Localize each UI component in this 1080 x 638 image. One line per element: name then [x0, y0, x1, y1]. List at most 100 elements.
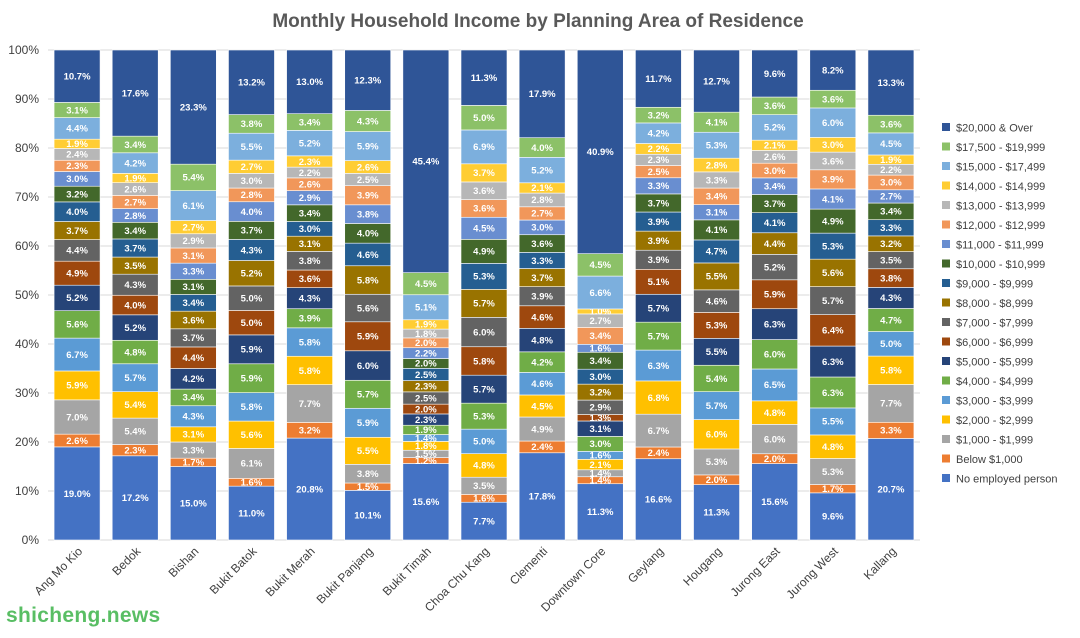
bar-segment [53, 337, 101, 372]
data-label: 3.2% [299, 426, 321, 437]
bar-segment [402, 49, 450, 273]
data-label: 4.5% [589, 260, 611, 271]
data-label: 1.5% [415, 449, 437, 460]
data-label: 3.4% [589, 356, 611, 367]
data-label: 5.7% [357, 390, 379, 401]
data-label: 4.0% [66, 207, 88, 218]
legend-label: $1,000 - $1,999 [956, 435, 1033, 447]
data-label: 4.2% [531, 357, 553, 368]
data-label: 2.3% [66, 161, 88, 172]
data-label: 3.6% [299, 274, 321, 285]
data-label: 6.3% [648, 361, 670, 372]
bar-segment [809, 458, 857, 485]
bar-segment [286, 384, 333, 423]
bar-segment [460, 263, 508, 290]
data-label: 10.1% [354, 510, 381, 521]
data-label: 6.5% [764, 380, 786, 391]
bar-segment [228, 448, 275, 479]
bar-segment [751, 424, 798, 455]
data-label: 4.5% [415, 279, 437, 290]
bar-segment [635, 321, 682, 351]
data-label: 1.6% [241, 478, 263, 489]
data-label: 3.3% [648, 181, 670, 192]
data-label: 1.8% [415, 441, 437, 452]
data-label: 15.6% [761, 497, 788, 508]
bar-segment [809, 258, 857, 287]
bar-segment [867, 331, 915, 357]
bar-segment [751, 279, 798, 310]
bar-segment [518, 416, 566, 442]
data-label: 5.6% [357, 303, 379, 314]
data-label: 3.2% [648, 110, 670, 121]
data-label: 3.2% [880, 239, 902, 250]
data-label: 2.2% [880, 165, 902, 176]
data-label: 5.3% [706, 141, 728, 152]
data-label: 8.2% [822, 65, 844, 76]
x-tick-label: Bishan [166, 544, 202, 580]
bar-segment [344, 350, 392, 381]
data-label: 3.7% [764, 199, 786, 210]
data-label: 20.8% [296, 484, 323, 495]
data-label: 5.5% [706, 347, 728, 358]
data-label: 2.7% [531, 209, 553, 220]
data-label: 4.8% [822, 442, 844, 453]
y-tick-label: 50% [15, 288, 39, 302]
data-label: 2.4% [531, 442, 553, 453]
data-label: 3.6% [473, 186, 495, 197]
bar-segment [635, 458, 682, 541]
data-label: 5.8% [299, 366, 321, 377]
data-label: 5.7% [822, 296, 844, 307]
data-label: 40.9% [587, 147, 614, 158]
bar-segment [111, 363, 159, 392]
bar-segment [53, 49, 101, 103]
legend-swatch [942, 162, 950, 170]
data-label: 5.0% [241, 293, 263, 304]
data-label: 6.3% [822, 388, 844, 399]
data-label: 2.1% [531, 183, 553, 194]
bar-segment [576, 275, 624, 310]
legend-label: $12,000 - $12,999 [956, 220, 1045, 232]
bar-segment [53, 310, 101, 339]
data-label: 5.1% [415, 303, 437, 314]
data-label: 3.1% [183, 282, 205, 293]
data-label: 3.9% [648, 217, 670, 228]
data-label: 3.5% [473, 481, 495, 492]
data-label: 2.9% [183, 236, 205, 247]
legend: $20,000 & Over $17,500 - $19,999 $15,000 -… [942, 123, 1058, 486]
data-label: 4.1% [706, 225, 728, 236]
data-label: 5.2% [764, 123, 786, 134]
data-label: 9.6% [822, 512, 844, 523]
legend-label: $11,000 - $11,999 [956, 240, 1044, 252]
legend-label: $3,000 - $3,999 [956, 396, 1033, 408]
data-label: 6.9% [473, 142, 495, 153]
data-label: 11.7% [645, 74, 672, 85]
data-label: 45.4% [412, 157, 439, 168]
data-label: 5.4% [124, 427, 146, 438]
data-label: 1.9% [415, 425, 437, 436]
data-label: 4.6% [531, 312, 553, 323]
data-label: 3.6% [822, 156, 844, 167]
y-tick-label: 0% [22, 533, 40, 547]
bar-segment [460, 374, 508, 404]
data-label: 19.0% [64, 489, 91, 500]
legend-label: $8,000 - $8,999 [956, 298, 1033, 310]
data-label: 4.0% [241, 207, 263, 218]
data-label: 5.3% [706, 321, 728, 332]
data-label: 5.9% [241, 345, 263, 356]
data-label: 5.4% [183, 173, 205, 184]
bar-segment [286, 355, 333, 385]
data-label: 5.1% [648, 277, 670, 288]
bar-segment [228, 334, 275, 365]
bar-segment [751, 308, 798, 340]
legend-label: $15,000 - $17,499 [956, 162, 1045, 174]
data-label: 5.3% [822, 241, 844, 252]
bar-segment [751, 368, 798, 402]
data-label: 4.8% [473, 461, 495, 472]
data-label: 3.0% [764, 166, 786, 177]
data-label: 5.8% [299, 337, 321, 348]
y-tick-label: 40% [15, 337, 39, 351]
data-label: 13.0% [296, 77, 323, 88]
legend-swatch [942, 240, 950, 248]
data-label: 3.8% [357, 209, 379, 220]
